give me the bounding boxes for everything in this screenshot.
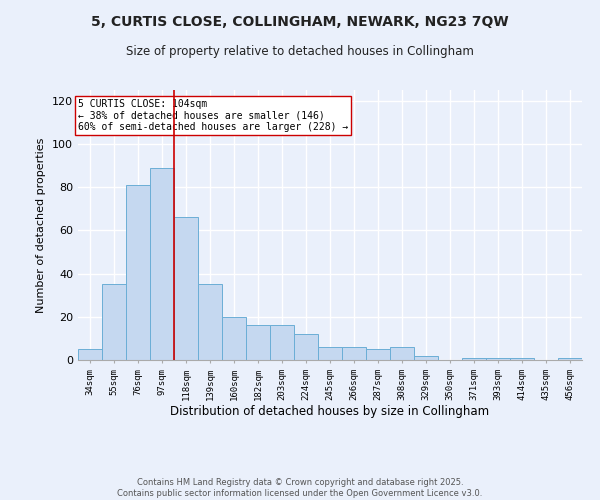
Bar — [510, 358, 534, 360]
Bar — [102, 284, 126, 360]
Text: 5 CURTIS CLOSE: 104sqm
← 38% of detached houses are smaller (146)
60% of semi-de: 5 CURTIS CLOSE: 104sqm ← 38% of detached… — [78, 98, 348, 132]
Text: Contains HM Land Registry data © Crown copyright and database right 2025.
Contai: Contains HM Land Registry data © Crown c… — [118, 478, 482, 498]
X-axis label: Distribution of detached houses by size in Collingham: Distribution of detached houses by size … — [170, 406, 490, 418]
Bar — [246, 326, 270, 360]
Bar — [366, 349, 390, 360]
Bar — [390, 347, 414, 360]
Bar — [414, 356, 438, 360]
Bar — [222, 317, 246, 360]
Y-axis label: Number of detached properties: Number of detached properties — [37, 138, 46, 312]
Bar — [150, 168, 174, 360]
Bar — [270, 326, 294, 360]
Bar — [486, 358, 510, 360]
Bar — [558, 358, 582, 360]
Text: Size of property relative to detached houses in Collingham: Size of property relative to detached ho… — [126, 45, 474, 58]
Bar — [294, 334, 318, 360]
Bar — [198, 284, 222, 360]
Bar — [342, 347, 366, 360]
Bar — [126, 185, 150, 360]
Text: 5, CURTIS CLOSE, COLLINGHAM, NEWARK, NG23 7QW: 5, CURTIS CLOSE, COLLINGHAM, NEWARK, NG2… — [91, 15, 509, 29]
Bar — [462, 358, 486, 360]
Bar — [174, 218, 198, 360]
Bar — [318, 347, 342, 360]
Bar — [78, 349, 102, 360]
